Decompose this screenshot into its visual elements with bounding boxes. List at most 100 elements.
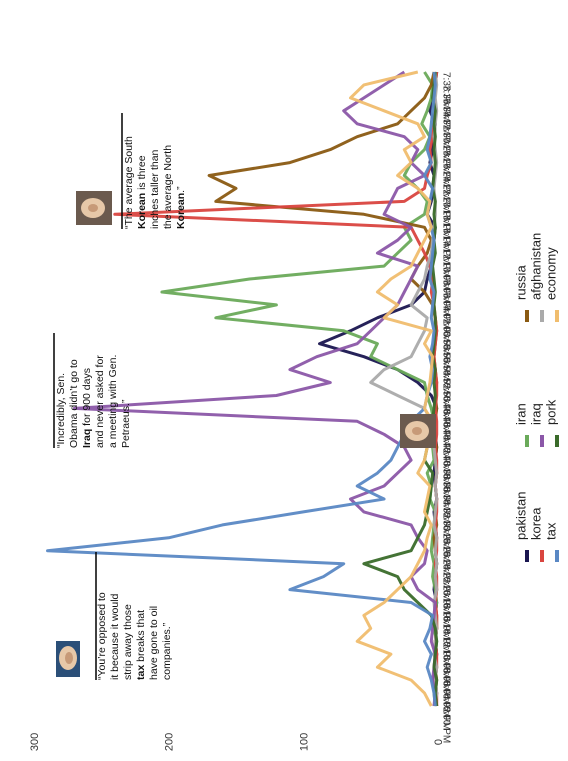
x-tick-label: 7:14 PM <box>440 227 451 264</box>
x-tick-label: 6:06 PM <box>440 667 451 704</box>
legend-item-pork: pork <box>543 399 559 447</box>
x-tick-label: 7:08 PM <box>440 266 451 303</box>
x-tick-label: 6:02 PM <box>440 693 451 730</box>
x-tick-label: 6:14 PM <box>440 615 451 652</box>
legend-item-pakistan: pakistan <box>513 492 529 562</box>
quote-tax-line-4: tax breaks that <box>135 610 147 680</box>
x-tick-label: 6:16 PM <box>440 603 451 640</box>
x-tick-label: 7:32 PM <box>440 111 451 148</box>
quote-korea-line-1: “The average South <box>123 136 135 229</box>
quote-tax: “You’re opposed to it because it would s… <box>56 552 173 680</box>
x-tick-label: 7:18 PM <box>440 201 451 238</box>
quote-korea-line-5-rest: .” <box>175 186 187 193</box>
legend-label-pakistan: pakistan <box>513 492 528 540</box>
series-line-economy <box>349 70 435 707</box>
x-tick-label: 6:34 PM <box>440 486 451 523</box>
legend-item-russia: russia <box>513 265 529 322</box>
x-tick-label: 7:00 PM <box>440 318 451 355</box>
x-tick-label: 6:00 PM <box>440 706 451 743</box>
x-tick-label: 7:36 PM <box>440 85 451 122</box>
quote-korea-line-2: Korean is three <box>136 155 148 229</box>
mccain-avatar-icon-2 <box>76 191 112 225</box>
quote-iraq-line-2: Obama didn’t go to <box>68 359 80 448</box>
mccain-avatar-icon <box>400 414 436 448</box>
obama-avatar-icon <box>56 641 80 677</box>
x-tick-label: 7:02 PM <box>440 305 451 342</box>
quote-iraq-line-1: “Incredibly, Sen. <box>55 373 67 448</box>
legend-label-tax: tax <box>543 522 558 540</box>
quote-tax-keyword: tax <box>135 665 147 680</box>
legend-label-economy: economy <box>543 247 558 300</box>
quote-korea-line-5: Korean.” <box>175 186 187 229</box>
series-line-russia <box>207 71 439 707</box>
quote-iraq-keyword: Iraq <box>81 429 93 448</box>
x-tick-label: 6:36 PM <box>440 473 451 510</box>
x-tick-label: 7:04 PM <box>440 292 451 329</box>
x-tick-label: 6:44 PM <box>440 421 451 458</box>
plot-area <box>46 70 439 707</box>
legend-label-pork: pork <box>543 399 558 425</box>
quote-tax-line-6: companies.” <box>161 622 173 680</box>
legend-label-iraq: iraq <box>528 403 543 425</box>
x-tick-label: 7:06 PM <box>440 279 451 316</box>
x-tick-label: 6:52 PM <box>440 370 451 407</box>
x-tick-label: 6:48 PM <box>440 396 451 433</box>
quote-tax-line-4-rest: breaks that <box>135 610 147 665</box>
quote-tax-line-1: “You’re opposed to <box>96 592 108 680</box>
x-tick-label: 6:56 PM <box>440 344 451 381</box>
quote-iraq-line-4: and never asked for <box>94 355 106 448</box>
quote-iraq-line-3: Iraq for 900 days <box>81 368 93 448</box>
x-tick-label: 6:40 PM <box>440 447 451 484</box>
x-tick-label: 6:46 PM <box>440 408 451 445</box>
legend-item-iran: iran <box>513 403 529 447</box>
y-tick-label: 300 <box>29 733 41 751</box>
quote-korea-line-2-rest: is three <box>136 155 148 193</box>
x-tick-label: 7:24 PM <box>440 163 451 200</box>
quote-korea-keyword-1: Korean <box>136 193 148 229</box>
legend-label-russia: russia <box>513 265 528 300</box>
x-tick-label: 6:18 PM <box>440 590 451 627</box>
x-tick-label: 6:32 PM <box>440 499 451 536</box>
quote-tax-line-3: strip away those <box>122 604 134 680</box>
x-tick-label: 6:04 PM <box>440 680 451 717</box>
legend-label-korea: korea <box>528 507 543 540</box>
quote-korea: “The average South Korean is three inche… <box>76 113 187 229</box>
x-tick-label: 6:58 PM <box>440 331 451 368</box>
x-tick-label: 6:22 PM <box>440 564 451 601</box>
x-tick-label: 6:08 PM <box>440 654 451 691</box>
x-tick-label: 6:38 PM <box>440 460 451 497</box>
x-tick-label: 7:16 PM <box>440 214 451 251</box>
x-tick-label: 7:38 PM <box>440 72 451 109</box>
y-tick-label: 0 <box>433 739 445 745</box>
quote-iraq-line-5: a meeting with Gen. <box>107 355 119 448</box>
x-tick-label: 7:10 PM <box>440 253 451 290</box>
legend-item-korea: korea <box>528 507 544 562</box>
x-tick-label: 6:20 PM <box>440 577 451 614</box>
legend-item-afghanistan: afghanistan <box>528 233 544 322</box>
x-tick-label: 6:54 PM <box>440 357 451 394</box>
x-tick-label: 7:22 PM <box>440 176 451 213</box>
x-tick-label: 7:12 PM <box>440 240 451 277</box>
x-tick-label: 7:20 PM <box>440 188 451 225</box>
legend-label-iran: iran <box>513 403 528 425</box>
quote-iraq-line-3-rest: for 900 days <box>81 368 93 429</box>
x-tick-label: 6:28 PM <box>440 525 451 562</box>
quote-korea-keyword-2: Korean <box>175 193 187 229</box>
quote-iraq: “Incredibly, Sen. Obama didn’t go to Ira… <box>53 333 436 448</box>
series-line-pork <box>362 71 439 707</box>
legend-item-economy: economy <box>543 247 559 322</box>
series-line-iraq <box>72 70 437 707</box>
x-tick-label: 6:26 PM <box>440 538 451 575</box>
x-tick-label: 6:42 PM <box>440 434 451 471</box>
quote-korea-line-3: inches taller than <box>149 149 161 229</box>
legend: pakistan iran russia korea iraq afghanistan ta… <box>513 233 559 562</box>
x-tick-label: 6:12 PM <box>440 628 451 665</box>
y-axis: 0 100 200 300 <box>29 733 445 751</box>
x-tick-label: 6:30 PM <box>440 512 451 549</box>
x-tick-label: 6:24 PM <box>440 551 451 588</box>
x-tick-label: 6:10 PM <box>440 641 451 678</box>
x-tick-label: 7:34 PM <box>440 98 451 135</box>
quote-iraq-line-6: Petraeus.” <box>120 399 132 448</box>
legend-label-afghanistan: afghanistan <box>528 233 543 300</box>
